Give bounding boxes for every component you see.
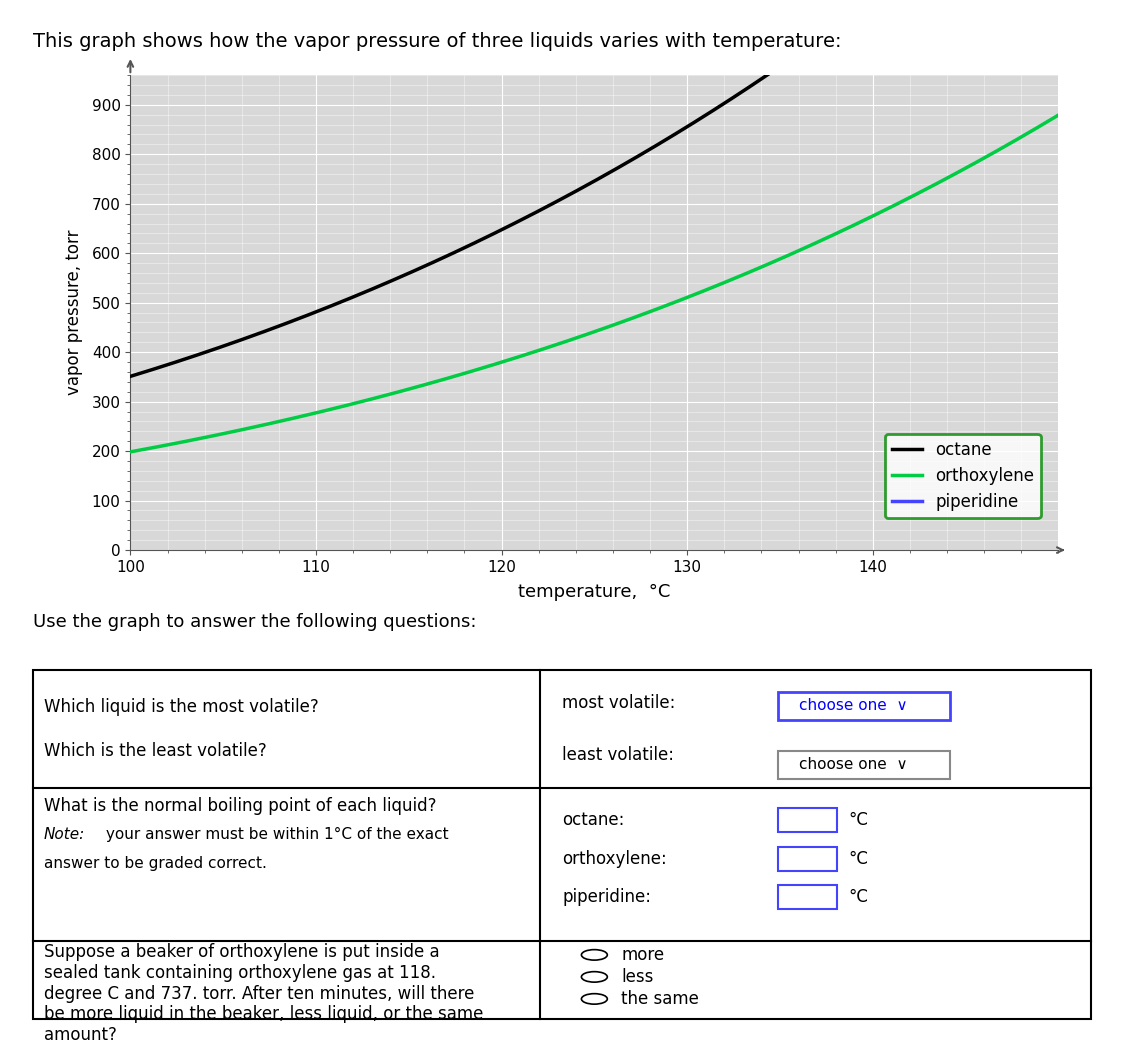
Text: Note:: Note: xyxy=(44,827,85,842)
Text: Which is the least volatile?: Which is the least volatile? xyxy=(44,742,266,760)
Text: octane:: octane: xyxy=(562,811,624,829)
Text: choose one  ∨: choose one ∨ xyxy=(799,758,908,772)
Text: °C: °C xyxy=(847,850,868,868)
Text: more: more xyxy=(622,946,664,964)
Bar xyxy=(778,884,837,909)
Text: What is the normal boiling point of each liquid?: What is the normal boiling point of each… xyxy=(44,797,436,815)
Text: Use the graph to answer the following questions:: Use the graph to answer the following qu… xyxy=(34,613,477,631)
Text: less: less xyxy=(622,968,654,986)
Text: choose one  ∨: choose one ∨ xyxy=(799,698,908,713)
Text: Which liquid is the most volatile?: Which liquid is the most volatile? xyxy=(44,698,319,716)
Text: °C: °C xyxy=(847,888,868,906)
Bar xyxy=(778,846,837,871)
Bar xyxy=(34,670,1090,1019)
Text: orthoxylene:: orthoxylene: xyxy=(562,850,667,868)
Text: most volatile:: most volatile: xyxy=(562,694,676,712)
Bar xyxy=(778,692,951,720)
Text: This graph shows how the vapor pressure of three liquids varies with temperature: This graph shows how the vapor pressure … xyxy=(34,32,842,51)
Text: Suppose a beaker of orthoxylene is put inside a
sealed tank containing orthoxyle: Suppose a beaker of orthoxylene is put i… xyxy=(44,943,483,1044)
Text: least volatile:: least volatile: xyxy=(562,746,674,764)
Text: the same: the same xyxy=(622,990,699,1008)
Text: °C: °C xyxy=(847,811,868,829)
Text: answer to be graded correct.: answer to be graded correct. xyxy=(44,856,266,871)
Text: piperidine:: piperidine: xyxy=(562,888,651,906)
Bar xyxy=(778,751,951,779)
Text: your answer must be within 1°C of the exact: your answer must be within 1°C of the ex… xyxy=(101,827,448,842)
Bar xyxy=(778,808,837,833)
